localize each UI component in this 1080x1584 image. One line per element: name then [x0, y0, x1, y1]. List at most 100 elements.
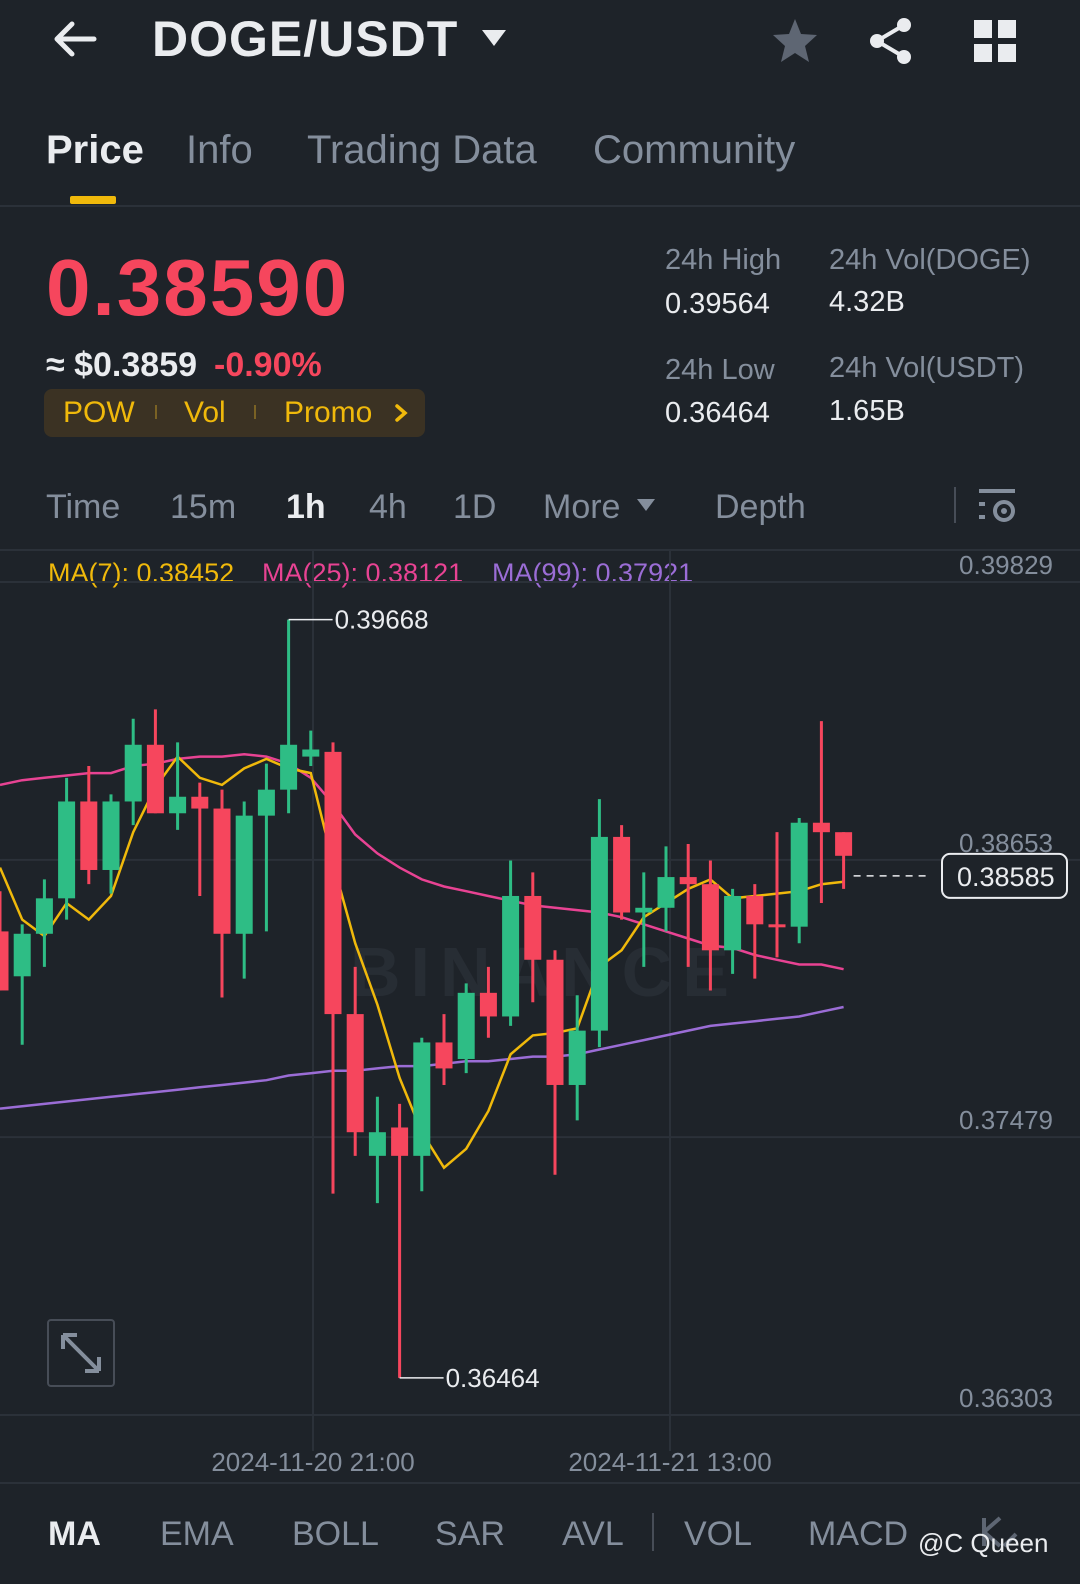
interval-4h[interactable]: 4h: [369, 488, 407, 526]
candle-up: [102, 801, 120, 870]
grid-lines: [0, 551, 1080, 1451]
candle-up: [590, 836, 608, 1031]
y-tick-label: 0.39829: [959, 551, 1053, 580]
y-tick-label: 0.38653: [959, 828, 1053, 858]
interval-more[interactable]: More: [543, 488, 621, 526]
candle-down: [679, 877, 697, 885]
indicator-ma[interactable]: MA: [48, 1515, 101, 1553]
candle-up: [502, 895, 520, 1017]
candle-up: [302, 749, 320, 757]
tag-pow[interactable]: POW: [63, 396, 135, 429]
candle-up: [368, 1132, 386, 1156]
candle-up: [257, 789, 275, 816]
candle-down: [391, 1127, 409, 1156]
candle-up: [657, 877, 675, 908]
indicator-avl[interactable]: AVL: [562, 1515, 624, 1553]
candle-up: [635, 907, 653, 913]
current-price-label: 0.38585: [957, 862, 1055, 892]
indicator-vol[interactable]: VOL: [684, 1515, 753, 1553]
tab-info[interactable]: Info: [186, 128, 253, 172]
candle-up: [13, 933, 31, 977]
candle-down: [835, 832, 853, 856]
divider: [0, 205, 1080, 207]
candle-up: [457, 992, 475, 1059]
candle-down: [746, 895, 764, 925]
x-tick-label: 2024-11-21 13:00: [568, 1447, 771, 1477]
candle-down: [479, 992, 497, 1017]
candle-down: [768, 924, 786, 928]
candle-down: [191, 796, 209, 809]
candle-down: [613, 836, 631, 913]
stat-low-value: 0.36464: [665, 397, 770, 429]
arrow-left-icon[interactable]: [50, 14, 100, 64]
stat-vol-base-value: 4.32B: [829, 286, 905, 318]
high-marker-label: 0.39668: [335, 605, 429, 635]
candle-down: [80, 801, 98, 870]
indicator-ema[interactable]: EMA: [160, 1515, 234, 1553]
stat-vol-base-label: 24h Vol(DOGE): [829, 244, 1031, 276]
annotations: 0.39668 0.36464 0.38585: [288, 605, 1068, 1393]
tag-separator: [254, 405, 256, 419]
stat-high-label: 24h High: [665, 244, 782, 276]
chart-settings-icon[interactable]: [977, 486, 1019, 526]
tag-promo[interactable]: Promo: [284, 396, 373, 429]
low-marker-label: 0.36464: [446, 1363, 540, 1393]
x-axis-ticks: 2024-11-20 21:00 2024-11-21 13:00: [211, 1447, 771, 1477]
tab-community[interactable]: Community: [593, 128, 796, 172]
candle-down: [812, 822, 830, 833]
y-axis-ticks: 0.39829 0.38653 0.37479 0.36303: [959, 551, 1053, 1413]
candles: [0, 619, 853, 1378]
indicator-macd[interactable]: MACD: [808, 1515, 909, 1553]
stat-low-label: 24h Low: [665, 354, 775, 386]
share-icon[interactable]: [866, 16, 916, 66]
candle-up: [124, 744, 142, 802]
tag-vol[interactable]: Vol: [184, 396, 226, 429]
interval-15m[interactable]: 15m: [170, 488, 237, 526]
stat-vol-quote-value: 1.65B: [829, 395, 905, 427]
tab-trading-data[interactable]: Trading Data: [307, 128, 537, 172]
candle-up: [280, 744, 298, 790]
interval-1h[interactable]: 1h: [286, 488, 326, 526]
star-icon[interactable]: [770, 16, 820, 66]
candle-down: [324, 751, 342, 1015]
x-tick-label: 2024-11-20 21:00: [211, 1447, 414, 1477]
indicator-sar[interactable]: SAR: [435, 1515, 505, 1553]
indicator-boll[interactable]: BOLL: [292, 1515, 379, 1553]
divider: [0, 1482, 1080, 1484]
usd-price: ≈ $0.3859: [46, 346, 198, 384]
stat-high-value: 0.39564: [665, 288, 770, 320]
last-price: 0.38590: [46, 243, 350, 332]
divider: [0, 549, 1080, 551]
candle-up: [724, 895, 742, 951]
candle-up: [413, 1042, 431, 1156]
interval-depth[interactable]: Depth: [715, 488, 806, 526]
tag-bar[interactable]: [44, 389, 425, 437]
watermark-credit: @C Queen: [918, 1528, 1049, 1558]
grid-icon[interactable]: [972, 18, 1018, 64]
candle-up: [790, 822, 808, 927]
price-change: -0.90%: [214, 346, 322, 384]
interval-1d[interactable]: 1D: [453, 488, 497, 526]
candle-up: [235, 815, 253, 934]
chevron-right-icon[interactable]: [393, 403, 409, 423]
kline-settings-icon[interactable]: [980, 1514, 1020, 1550]
candle-down: [435, 1042, 453, 1069]
candle-down: [146, 744, 164, 814]
chevron-down-icon[interactable]: [636, 498, 656, 512]
current-price-box: [941, 852, 1068, 899]
candle-down: [0, 931, 9, 991]
divider: [652, 1513, 654, 1551]
candle-down: [213, 808, 231, 934]
candle-down: [346, 1014, 364, 1133]
expand-icon[interactable]: [47, 1319, 115, 1387]
tab-price[interactable]: Price: [46, 128, 144, 172]
divider: [954, 487, 956, 523]
pair-title[interactable]: DOGE/USDT: [152, 11, 459, 67]
candlestick-chart[interactable]: 0.39668 0.36464 0.38585 0.39829 0.38653 …: [0, 551, 1080, 1481]
interval-time[interactable]: Time: [46, 488, 121, 526]
stat-vol-quote-label: 24h Vol(USDT): [829, 352, 1025, 384]
candle-down: [546, 959, 564, 1085]
y-tick-label: 0.37479: [959, 1105, 1053, 1135]
chevron-down-icon[interactable]: [480, 28, 508, 48]
tag-separator: [155, 405, 157, 419]
